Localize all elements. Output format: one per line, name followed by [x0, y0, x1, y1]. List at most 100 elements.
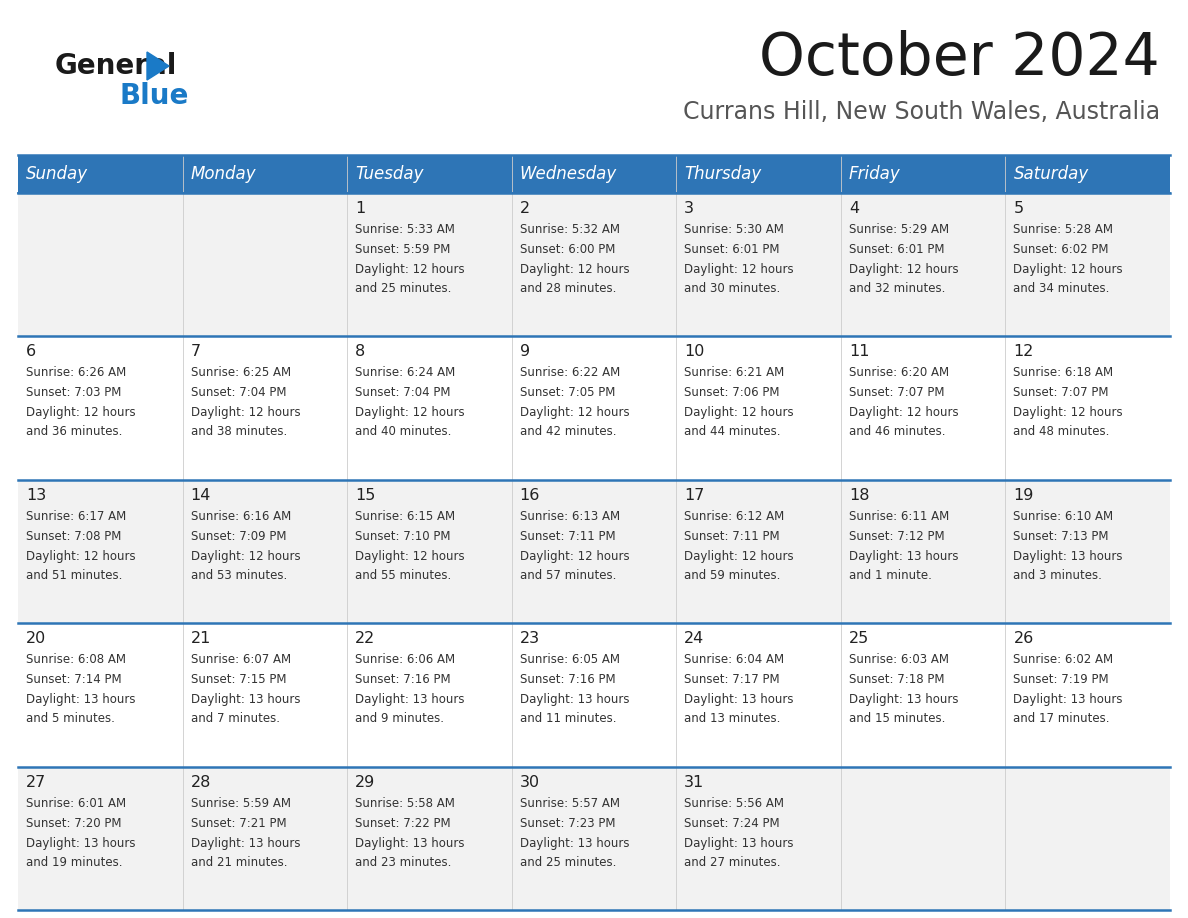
Text: Sunrise: 6:07 AM: Sunrise: 6:07 AM: [190, 654, 291, 666]
Text: Sunset: 6:02 PM: Sunset: 6:02 PM: [1013, 243, 1108, 256]
Bar: [347, 480, 512, 623]
Text: Wednesday: Wednesday: [519, 165, 617, 183]
Text: Daylight: 13 hours: Daylight: 13 hours: [519, 693, 630, 706]
Text: and 44 minutes.: and 44 minutes.: [684, 425, 781, 439]
Text: Sunrise: 5:58 AM: Sunrise: 5:58 AM: [355, 797, 455, 810]
Text: Daylight: 12 hours: Daylight: 12 hours: [684, 263, 794, 276]
Text: Sunrise: 5:28 AM: Sunrise: 5:28 AM: [1013, 223, 1113, 236]
Text: 10: 10: [684, 344, 704, 360]
Bar: [1005, 193, 1170, 336]
Text: Sunset: 7:07 PM: Sunset: 7:07 PM: [849, 386, 944, 399]
Text: Sunrise: 6:02 AM: Sunrise: 6:02 AM: [1013, 654, 1113, 666]
Text: Sunrise: 6:10 AM: Sunrise: 6:10 AM: [1013, 509, 1113, 522]
Text: and 11 minutes.: and 11 minutes.: [519, 712, 617, 725]
Bar: [512, 193, 676, 336]
Bar: [1005, 480, 1170, 623]
Text: 1: 1: [355, 201, 366, 216]
Text: 13: 13: [26, 487, 46, 503]
Text: Daylight: 13 hours: Daylight: 13 hours: [1013, 693, 1123, 706]
Text: Daylight: 12 hours: Daylight: 12 hours: [355, 407, 465, 420]
Text: Sunset: 6:01 PM: Sunset: 6:01 PM: [684, 243, 779, 256]
Text: Sunrise: 6:05 AM: Sunrise: 6:05 AM: [519, 654, 620, 666]
Text: Sunset: 6:01 PM: Sunset: 6:01 PM: [849, 243, 944, 256]
Text: 21: 21: [190, 632, 211, 646]
Text: Daylight: 12 hours: Daylight: 12 hours: [1013, 407, 1123, 420]
Text: and 19 minutes.: and 19 minutes.: [26, 856, 122, 868]
Bar: [18, 623, 183, 767]
Text: Blue: Blue: [120, 82, 189, 110]
Bar: [841, 336, 1005, 480]
Bar: [183, 193, 347, 336]
Polygon shape: [147, 52, 169, 80]
Text: Sunrise: 6:11 AM: Sunrise: 6:11 AM: [849, 509, 949, 522]
Text: 15: 15: [355, 487, 375, 503]
Text: 14: 14: [190, 487, 211, 503]
Bar: [512, 767, 676, 910]
Bar: [347, 623, 512, 767]
Text: Sunset: 7:14 PM: Sunset: 7:14 PM: [26, 673, 121, 686]
Text: and 5 minutes.: and 5 minutes.: [26, 712, 115, 725]
Text: Sunrise: 6:26 AM: Sunrise: 6:26 AM: [26, 366, 126, 379]
Text: 20: 20: [26, 632, 46, 646]
Bar: [183, 623, 347, 767]
Text: Sunset: 6:00 PM: Sunset: 6:00 PM: [519, 243, 615, 256]
Text: Daylight: 13 hours: Daylight: 13 hours: [26, 693, 135, 706]
Text: and 55 minutes.: and 55 minutes.: [355, 569, 451, 582]
Bar: [1005, 336, 1170, 480]
Bar: [676, 336, 841, 480]
Text: Sunrise: 6:08 AM: Sunrise: 6:08 AM: [26, 654, 126, 666]
Text: October 2024: October 2024: [759, 30, 1159, 87]
Text: Sunset: 7:17 PM: Sunset: 7:17 PM: [684, 673, 779, 686]
Bar: [183, 480, 347, 623]
Text: Sunset: 7:19 PM: Sunset: 7:19 PM: [1013, 673, 1110, 686]
Text: Sunrise: 6:06 AM: Sunrise: 6:06 AM: [355, 654, 455, 666]
Bar: [512, 623, 676, 767]
Text: 24: 24: [684, 632, 704, 646]
Text: Sunrise: 6:16 AM: Sunrise: 6:16 AM: [190, 509, 291, 522]
Text: 2: 2: [519, 201, 530, 216]
Text: Sunrise: 6:04 AM: Sunrise: 6:04 AM: [684, 654, 784, 666]
Text: Sunset: 7:13 PM: Sunset: 7:13 PM: [1013, 530, 1108, 543]
Text: Daylight: 13 hours: Daylight: 13 hours: [355, 836, 465, 849]
Bar: [18, 767, 183, 910]
Text: Daylight: 12 hours: Daylight: 12 hours: [355, 263, 465, 276]
Text: Daylight: 12 hours: Daylight: 12 hours: [849, 263, 959, 276]
Text: and 57 minutes.: and 57 minutes.: [519, 569, 617, 582]
Text: Sunrise: 6:18 AM: Sunrise: 6:18 AM: [1013, 366, 1113, 379]
Text: Daylight: 12 hours: Daylight: 12 hours: [684, 407, 794, 420]
Text: 3: 3: [684, 201, 694, 216]
Text: Daylight: 12 hours: Daylight: 12 hours: [26, 407, 135, 420]
Text: 29: 29: [355, 775, 375, 789]
Text: Sunset: 7:21 PM: Sunset: 7:21 PM: [190, 817, 286, 830]
Text: and 30 minutes.: and 30 minutes.: [684, 282, 781, 295]
Text: and 3 minutes.: and 3 minutes.: [1013, 569, 1102, 582]
Bar: [183, 336, 347, 480]
Bar: [676, 193, 841, 336]
Bar: [183, 767, 347, 910]
Text: Sunset: 7:15 PM: Sunset: 7:15 PM: [190, 673, 286, 686]
Text: Sunset: 7:18 PM: Sunset: 7:18 PM: [849, 673, 944, 686]
Text: 23: 23: [519, 632, 539, 646]
Bar: [512, 155, 676, 193]
Text: and 9 minutes.: and 9 minutes.: [355, 712, 444, 725]
Bar: [841, 480, 1005, 623]
Text: Sunrise: 6:03 AM: Sunrise: 6:03 AM: [849, 654, 949, 666]
Text: Sunset: 7:07 PM: Sunset: 7:07 PM: [1013, 386, 1108, 399]
Bar: [841, 767, 1005, 910]
Text: and 17 minutes.: and 17 minutes.: [1013, 712, 1110, 725]
Text: Daylight: 12 hours: Daylight: 12 hours: [26, 550, 135, 563]
Text: and 21 minutes.: and 21 minutes.: [190, 856, 287, 868]
Text: Sunrise: 5:33 AM: Sunrise: 5:33 AM: [355, 223, 455, 236]
Text: Sunrise: 6:25 AM: Sunrise: 6:25 AM: [190, 366, 291, 379]
Text: and 15 minutes.: and 15 minutes.: [849, 712, 946, 725]
Text: and 7 minutes.: and 7 minutes.: [190, 712, 279, 725]
Text: Daylight: 12 hours: Daylight: 12 hours: [519, 263, 630, 276]
Text: Monday: Monday: [190, 165, 257, 183]
Text: Sunrise: 6:20 AM: Sunrise: 6:20 AM: [849, 366, 949, 379]
Bar: [841, 155, 1005, 193]
Text: and 34 minutes.: and 34 minutes.: [1013, 282, 1110, 295]
Text: Daylight: 13 hours: Daylight: 13 hours: [1013, 550, 1123, 563]
Text: and 25 minutes.: and 25 minutes.: [355, 282, 451, 295]
Text: Sunset: 7:08 PM: Sunset: 7:08 PM: [26, 530, 121, 543]
Text: 18: 18: [849, 487, 870, 503]
